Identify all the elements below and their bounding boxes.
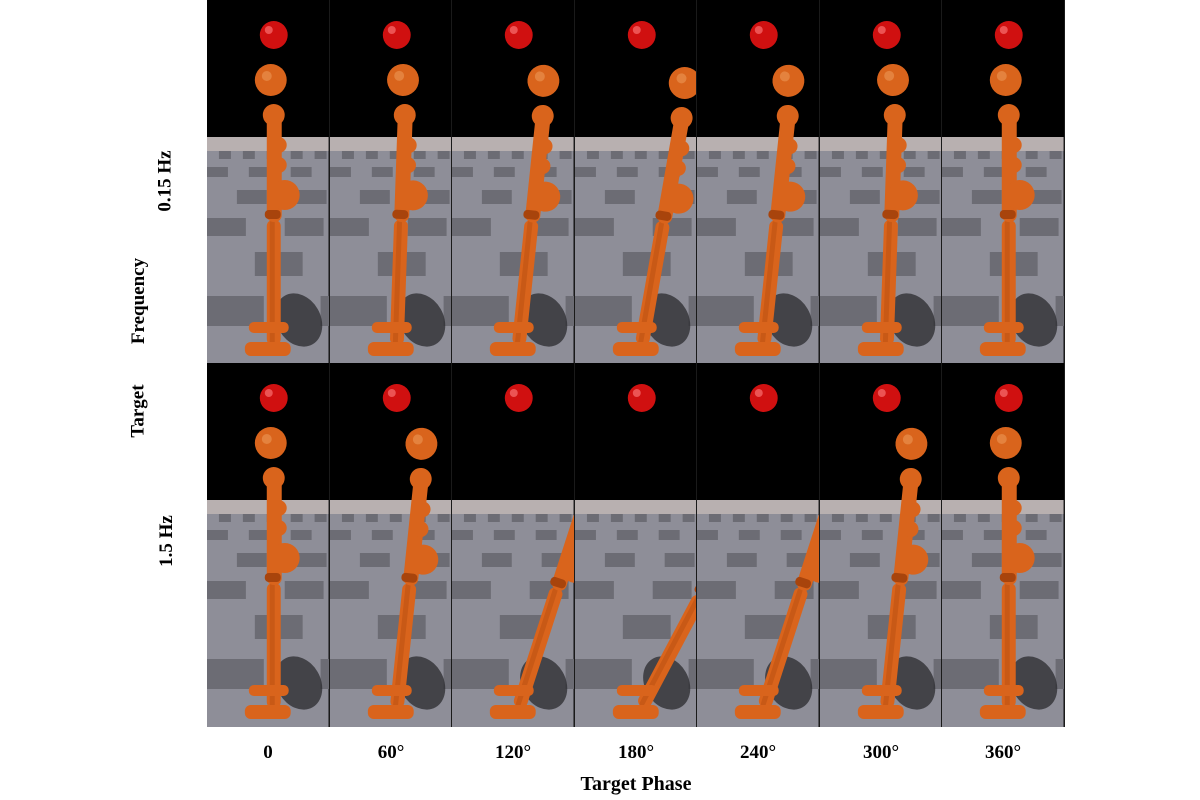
frame-r0-c1 [329, 0, 453, 363]
frame-scene [942, 0, 1064, 363]
humanoid-figure [990, 64, 1036, 345]
frame-scene [942, 363, 1064, 727]
frame-r0-c6 [942, 0, 1065, 363]
x-axis-label: Target Phase [580, 773, 692, 795]
humanoid-figure [635, 66, 697, 345]
humanoid-figure [386, 63, 428, 345]
phase-label-180: 180° [617, 742, 655, 763]
phase-label-360: 360° [984, 742, 1022, 763]
frame-r0-c0 [207, 0, 330, 363]
humanoid-figure [254, 427, 300, 708]
frame-scene [452, 0, 574, 363]
frame-scene [329, 0, 452, 363]
frame-r1-c1 [329, 363, 453, 727]
phase-label-120: 120° [494, 742, 532, 763]
frame-scene [697, 363, 819, 727]
humanoid-figure [759, 483, 819, 708]
humanoid-figure [390, 427, 438, 708]
frame-r0-c5 [819, 0, 943, 363]
frame-r0-c3 [574, 0, 698, 363]
frame-r1-c3 [574, 363, 698, 727]
frame-scene [819, 363, 942, 727]
humanoid-figure [876, 63, 918, 345]
simulation-figure [207, 0, 1065, 727]
frame-scene [329, 363, 452, 727]
y-axis-label-target: Target [127, 384, 149, 438]
frame-scene [207, 363, 329, 727]
phase-label-300: 300° [862, 742, 900, 763]
frame-scene [574, 0, 697, 363]
frame-scene [207, 0, 329, 363]
phase-label-60: 60° [377, 742, 405, 763]
phase-label-0: 0 [263, 742, 273, 763]
frame-r0-c4 [697, 0, 820, 363]
humanoid-figure [512, 64, 561, 345]
frame-r1-c2 [452, 363, 575, 727]
frame-scene [452, 363, 574, 727]
frame-r1-c5 [819, 363, 943, 727]
frame-scene [697, 0, 819, 363]
frame-r1-c0 [207, 363, 330, 727]
humanoid-figure [637, 498, 697, 708]
frame-scene [819, 0, 942, 363]
y-axis-label-frequency: Frequency [128, 257, 150, 345]
humanoid-figure [880, 427, 929, 708]
phase-label-240: 240° [739, 742, 777, 763]
frame-r1-c4 [697, 363, 820, 727]
frame-grid [207, 0, 1065, 727]
humanoid-figure [254, 64, 300, 345]
row-label-0-15hz: 0.15 Hz [154, 150, 176, 212]
row-label-1-5hz: 1.5 Hz [155, 515, 177, 567]
frame-r1-c6 [942, 363, 1065, 727]
frame-r0-c2 [452, 0, 575, 363]
frame-scene [574, 363, 697, 727]
humanoid-figure [513, 483, 574, 708]
humanoid-figure [990, 427, 1036, 708]
humanoid-figure [757, 64, 806, 345]
